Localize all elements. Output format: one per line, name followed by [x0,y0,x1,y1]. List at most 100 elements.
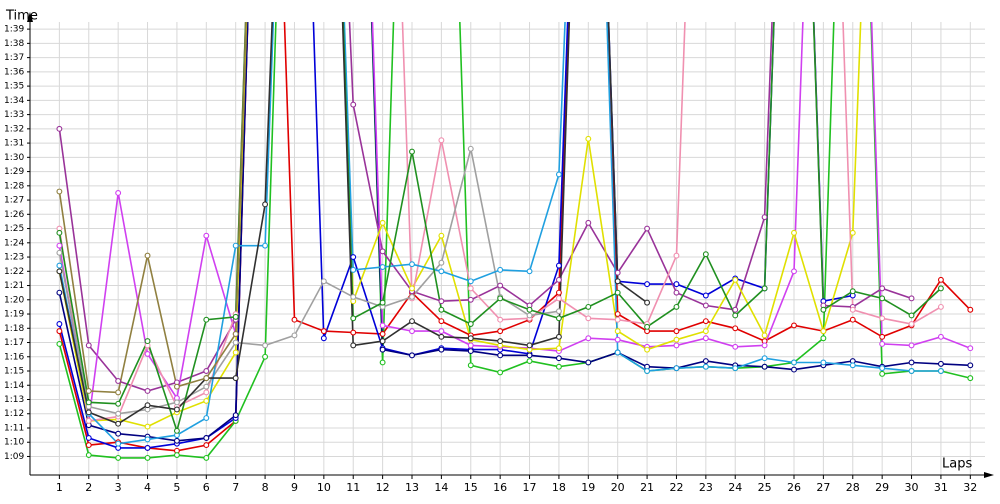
x-tick-label: 29 [875,481,889,494]
point [379,338,386,345]
point [791,229,797,236]
y-tick-label: 1:35 [4,82,24,92]
point [438,137,445,144]
y-tick-label: 1:10 [4,438,24,448]
y-tick-label: 1:34 [4,96,24,106]
x-tick-label: 16 [493,481,507,494]
point [497,328,504,335]
point [85,388,92,394]
point [291,316,298,323]
point [232,375,239,382]
point [203,397,210,404]
point [497,316,504,323]
point [614,269,621,276]
point [115,410,122,417]
point [467,296,474,303]
point [409,328,415,335]
point [644,323,651,330]
point [409,293,415,300]
point [908,368,915,374]
point [702,292,709,299]
point [379,264,386,270]
point [967,375,974,382]
point [879,365,886,372]
point [173,452,180,459]
point [555,308,562,315]
point [203,442,210,449]
point [467,362,474,369]
point [497,295,504,302]
point [555,315,562,322]
point [555,295,562,302]
y-tick-label: 1:25 [4,224,24,234]
point [203,415,210,421]
point [585,315,592,322]
point [85,452,92,459]
point [144,436,151,443]
point [320,328,327,335]
point [879,285,886,292]
point [56,340,63,347]
y-tick-label: 1:31 [4,139,24,149]
point [438,306,445,313]
point [820,306,827,313]
point [497,266,504,273]
point [555,171,562,178]
point [849,316,856,323]
point [262,353,269,360]
point [56,125,63,132]
x-tick-label: 1 [56,481,63,494]
point [438,268,445,275]
point [115,378,122,384]
point [732,365,739,372]
point [262,242,269,249]
point [173,427,180,434]
point [849,229,856,236]
point [320,278,327,285]
point [555,345,562,352]
y-tick-label: 1:09 [4,452,24,462]
point [379,346,386,353]
x-tick-label: 10 [317,481,331,494]
point [673,289,680,296]
point [262,342,269,349]
x-tick-label: 28 [846,481,860,494]
y-axis-arrow [27,12,33,22]
point [173,383,180,390]
x-tick-label: 15 [464,481,478,494]
point [879,333,886,340]
point [820,335,827,342]
point [438,318,445,325]
point [526,268,533,275]
point [115,440,122,447]
point [115,189,122,196]
point [820,359,827,366]
point [144,423,151,430]
point [467,285,474,292]
point [85,342,92,349]
x-tick-label: 23 [699,481,713,494]
point [85,399,92,406]
point [555,363,562,370]
point [497,338,504,345]
x-tick-label: 26 [787,481,801,494]
point [791,359,797,366]
point [555,289,562,296]
point [644,299,651,306]
point [761,342,768,349]
point [409,318,415,325]
point [232,339,239,346]
y-tick-label: 1:38 [4,39,24,49]
point [937,368,944,374]
point [937,285,944,292]
x-tick-label: 8 [262,481,269,494]
point [409,148,415,155]
y-axis-label: Time [5,9,38,24]
point [203,435,210,441]
point [467,321,474,327]
x-tick-label: 7 [232,481,239,494]
point [379,359,386,366]
point [849,362,856,369]
series-line [58,22,971,459]
point [203,232,210,239]
